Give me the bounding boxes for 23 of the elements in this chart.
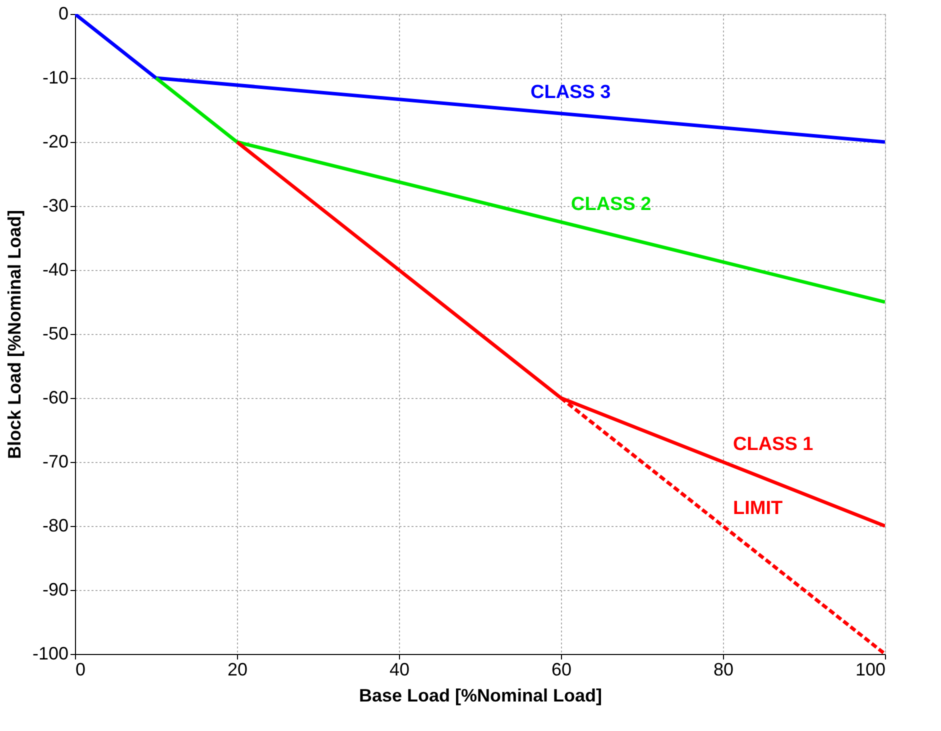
x-tick-label: 60 <box>551 660 572 680</box>
y-tick-label: -60 <box>42 388 68 408</box>
y-tick-label: -50 <box>42 324 68 344</box>
series-label: CLASS 3 <box>530 82 611 103</box>
y-tick-label: -100 <box>32 644 68 664</box>
series-label: CLASS 1 <box>733 434 814 455</box>
y-tick-label: -30 <box>42 196 68 216</box>
y-tick-label: -10 <box>42 68 68 88</box>
x-axis-title: Base Load [%Nominal Load] <box>358 686 602 706</box>
x-tick-label: 20 <box>227 660 248 680</box>
y-tick-label: -90 <box>42 580 68 600</box>
y-tick-label: -80 <box>42 516 68 536</box>
y-tick-label: -70 <box>42 452 68 472</box>
y-axis-title: Block Load [%Nominal Load] <box>4 210 24 460</box>
y-tick-label: -20 <box>42 132 68 152</box>
y-tick-label: -40 <box>42 260 68 280</box>
y-tick-label: 0 <box>58 4 68 24</box>
x-tick-label: 80 <box>713 660 734 680</box>
x-tick-label: 100 <box>855 660 886 680</box>
x-tick-label: 40 <box>389 660 410 680</box>
x-tick-label: 0 <box>76 660 86 680</box>
series-label: CLASS 2 <box>571 194 652 215</box>
series-label: LIMIT <box>733 498 783 519</box>
